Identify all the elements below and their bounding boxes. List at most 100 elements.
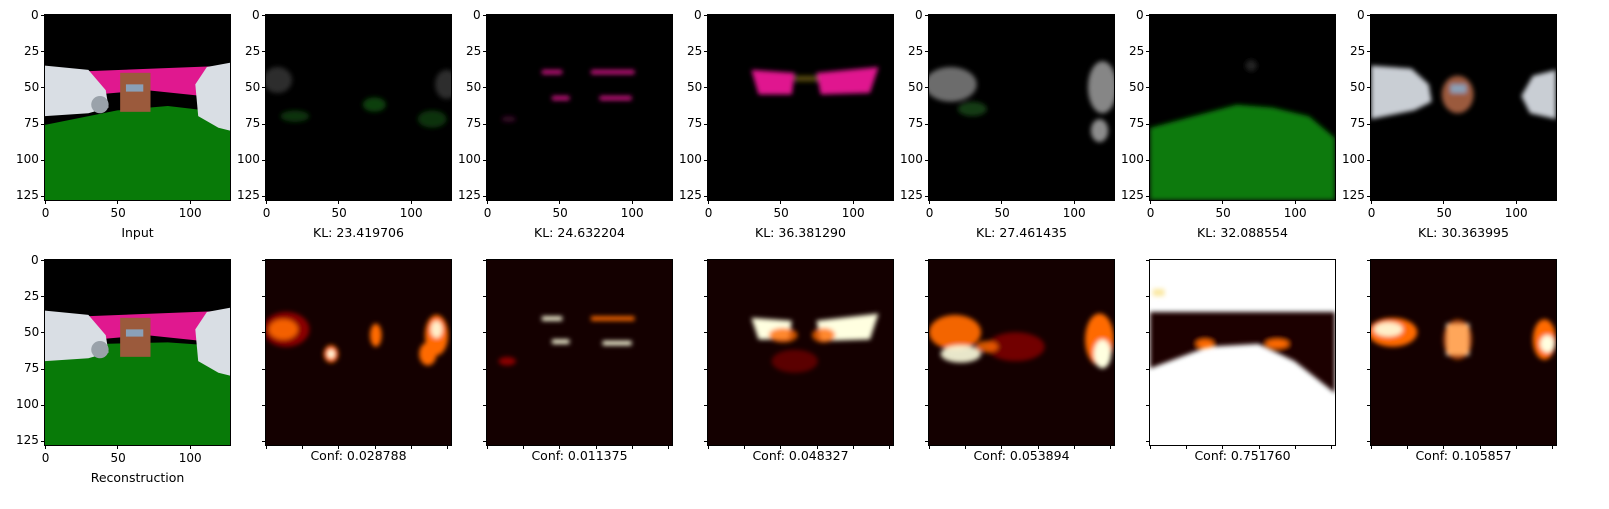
y-tick-label: 25: [24, 43, 40, 58]
x-tick-label: 0: [41, 206, 50, 220]
axis-tick: [704, 368, 708, 370]
y-tick-label: 125: [16, 188, 39, 203]
axis-tick: [1150, 200, 1152, 204]
axis-tick: [483, 87, 487, 89]
axis-tick: [704, 440, 708, 442]
axis-tick: [41, 368, 45, 370]
panel-caption: KL: 36.381290: [755, 225, 846, 240]
axis-tick: [483, 404, 487, 406]
axis-tick: [965, 445, 967, 449]
axis-tick: [45, 200, 47, 204]
axis-tick: [41, 51, 45, 53]
wall-strip: [599, 95, 632, 101]
axis-tick: [41, 15, 45, 17]
axis-tick: [1367, 368, 1371, 370]
image-panel-recon: [44, 259, 231, 446]
axis-tick: [559, 445, 561, 449]
car-ghost: [1087, 61, 1114, 114]
floor-ghost: [280, 110, 310, 122]
axis-tick: [704, 15, 708, 17]
axis-tick: [483, 51, 487, 53]
axis-tick: [1037, 445, 1039, 449]
axis-tick: [929, 445, 931, 449]
axis-tick: [704, 87, 708, 89]
heat-hot: [1540, 335, 1555, 353]
axis-tick: [1367, 260, 1371, 262]
axis-tick: [925, 440, 929, 442]
panel-caption: KL: 24.632204: [534, 225, 625, 240]
axis-tick: [1367, 123, 1371, 125]
axis-tick: [925, 87, 929, 89]
panel-image: [1150, 260, 1335, 445]
x-tick-label: 50: [331, 206, 347, 220]
car-ghost: [266, 67, 293, 94]
panel-caption: Reconstruction: [90, 470, 185, 485]
axis-tick: [925, 296, 929, 298]
axis-tick: [559, 200, 561, 204]
axis-tick: [1367, 195, 1371, 197]
axis-tick: [523, 445, 525, 449]
axis-tick: [41, 159, 45, 161]
heat-mid: [1196, 339, 1214, 349]
y-tick-label: 25: [1350, 43, 1366, 58]
axis-tick: [1146, 51, 1150, 53]
car: [1371, 65, 1432, 120]
y-tick-label: 100: [1342, 152, 1365, 167]
x-tick-label: 0: [925, 206, 934, 220]
axis-tick: [1443, 200, 1445, 204]
axis-tick: [410, 445, 412, 449]
axis-tick: [816, 445, 818, 449]
panel-caption: Input: [121, 225, 154, 240]
axis-tick: [1146, 440, 1150, 442]
axis-tick: [1367, 159, 1371, 161]
axis-tick: [925, 260, 929, 262]
panel-caption: Conf: 0.053894: [973, 448, 1070, 463]
heat-mid: [591, 316, 635, 321]
heat-hot: [327, 349, 335, 359]
image-panel-latent1: [265, 14, 452, 201]
background: [929, 15, 1114, 200]
panel-caption: Conf: 0.011375: [531, 448, 628, 463]
panel-image: [1371, 15, 1556, 200]
y-tick-label: 125: [900, 188, 923, 203]
y-tick-label: 125: [16, 433, 39, 448]
panel-image: [929, 15, 1114, 200]
y-tick-label: 50: [245, 79, 261, 94]
axis-tick: [41, 296, 45, 298]
y-tick-label: 75: [1350, 116, 1366, 131]
y-tick-label: 25: [908, 43, 924, 58]
axis-tick: [1479, 445, 1481, 449]
axis-tick: [483, 123, 487, 125]
axis-tick: [1367, 332, 1371, 334]
axis-tick: [1146, 159, 1150, 161]
panel-caption: KL: 23.419706: [313, 225, 404, 240]
y-tick-label: 0: [915, 7, 923, 22]
wall-strip: [591, 69, 635, 75]
car-wheel: [91, 340, 109, 359]
axis-tick: [925, 332, 929, 334]
y-tick-label: 25: [687, 43, 703, 58]
axis-tick: [41, 195, 45, 197]
axis-tick: [1294, 445, 1296, 449]
axis-tick: [41, 440, 45, 442]
heat-hot: [602, 340, 632, 346]
x-tick-label: 100: [1062, 206, 1086, 220]
axis-tick: [1146, 123, 1150, 125]
axis-tick: [483, 195, 487, 197]
floor-ghost: [957, 101, 987, 117]
axis-tick: [925, 123, 929, 125]
box-label: [125, 84, 144, 92]
box-label: [1450, 84, 1467, 94]
floor: [1150, 104, 1335, 200]
y-tick-label: 125: [458, 188, 481, 203]
x-tick-label: 50: [110, 206, 126, 220]
axis-tick: [1001, 445, 1003, 449]
x-tick-label: 50: [110, 451, 126, 465]
axis-tick: [1367, 404, 1371, 406]
axis-tick: [1146, 404, 1150, 406]
x-tick-label: 100: [178, 206, 202, 220]
axis-tick: [483, 159, 487, 161]
axis-tick: [1515, 200, 1517, 204]
y-tick-label: 25: [24, 288, 40, 303]
axis-tick: [262, 15, 266, 17]
